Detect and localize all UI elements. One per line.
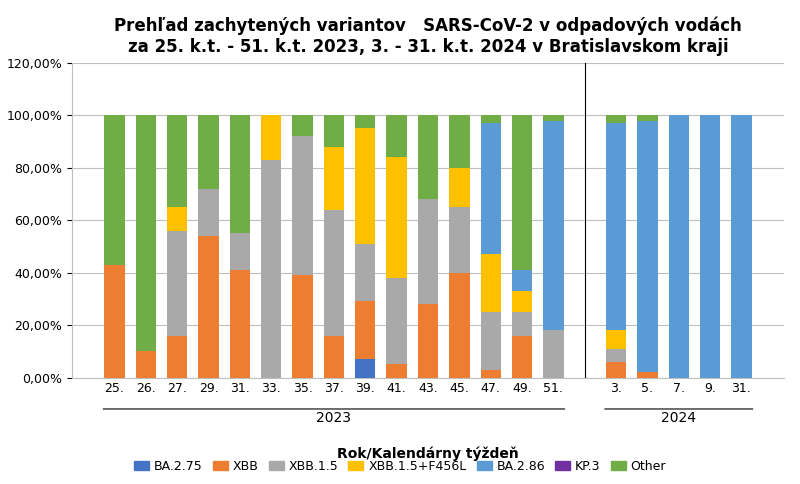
Bar [481,115,501,123]
Bar [512,312,532,335]
Bar [481,370,501,378]
Bar [167,207,187,231]
Bar [230,270,250,378]
Bar [512,291,532,312]
Bar [449,115,470,168]
Bar [386,364,407,378]
Text: Rok/Kalendárny týždeň: Rok/Kalendárny týždeň [337,447,519,461]
Bar [293,115,313,136]
Bar [669,115,689,378]
Bar [198,115,218,189]
Bar [136,351,156,378]
Bar [198,189,218,236]
Bar [324,210,344,335]
Bar [481,312,501,370]
Bar [543,121,563,330]
Bar [606,330,626,348]
Bar [386,115,407,157]
Bar [261,115,282,160]
Bar [638,372,658,378]
Text: 2023: 2023 [317,410,351,424]
Bar [418,304,438,378]
Bar [418,199,438,304]
Bar [230,233,250,270]
Bar [449,168,470,207]
Y-axis label: %: % [0,213,1,227]
Bar [449,207,470,272]
Bar [355,244,375,302]
Bar [606,348,626,362]
Title: Prehľad zachytených variantov   SARS-CoV-2 v odpadových vodách
za 25. k.t. - 51.: Prehľad zachytených variantov SARS-CoV-2… [114,16,742,56]
Bar [324,147,344,210]
Bar [324,335,344,378]
Bar [198,236,218,378]
Bar [355,359,375,378]
Bar [638,115,658,121]
Bar [418,115,438,199]
Bar [606,115,626,123]
Bar [606,123,626,330]
Bar [481,254,501,312]
Bar [731,115,752,378]
Bar [386,157,407,278]
Bar [355,128,375,244]
Bar [104,265,125,378]
Bar [261,160,282,378]
Bar [700,115,720,378]
Bar [324,115,344,147]
Bar [230,115,250,233]
Bar [543,330,563,378]
Bar [512,115,532,270]
Bar [355,302,375,359]
Bar [293,136,313,275]
Bar [293,275,313,378]
Bar [638,121,658,372]
Bar [512,270,532,291]
Bar [167,115,187,207]
Bar [167,231,187,335]
Bar [481,123,501,254]
Bar [386,278,407,364]
Bar [136,115,156,351]
Bar [449,272,470,378]
Bar [512,335,532,378]
Bar [104,115,125,265]
Bar [355,115,375,128]
Text: 2024: 2024 [662,410,696,424]
Legend: BA.2.75, XBB, XBB.1.5, XBB.1.5+F456L, BA.2.86, KP.3, Other: BA.2.75, XBB, XBB.1.5, XBB.1.5+F456L, BA… [129,455,671,478]
Bar [167,335,187,378]
Bar [606,362,626,378]
Bar [543,115,563,121]
